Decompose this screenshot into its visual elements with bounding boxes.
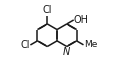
Text: Cl: Cl bbox=[42, 5, 52, 15]
Text: N: N bbox=[63, 47, 70, 57]
Text: OH: OH bbox=[74, 15, 89, 25]
Text: Me: Me bbox=[84, 40, 97, 49]
Text: Cl: Cl bbox=[21, 40, 30, 50]
